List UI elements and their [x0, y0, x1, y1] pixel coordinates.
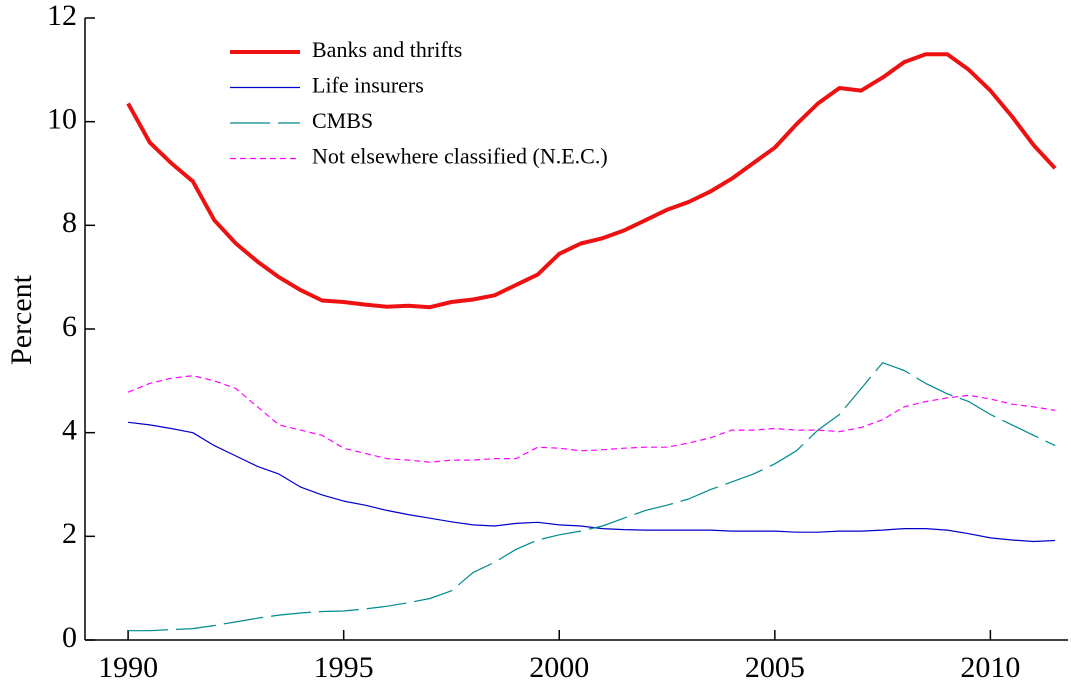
x-tick-label: 2010	[960, 651, 1020, 684]
y-axis-label: Percent	[5, 274, 38, 365]
x-tick-label: 2000	[529, 651, 589, 684]
legend-label: Banks and thrifts	[312, 37, 462, 62]
series-line	[127, 375, 1056, 463]
series-line	[126, 52, 1057, 310]
series-line	[128, 362, 1056, 632]
y-tick-label: 12	[47, 0, 77, 32]
y-tick-label: 2	[62, 517, 77, 550]
y-tick-label: 6	[62, 310, 77, 343]
series-line	[128, 421, 1056, 543]
y-tick-label: 8	[62, 206, 77, 239]
y-tick-label: 0	[62, 621, 77, 654]
x-tick-label: 2005	[745, 651, 805, 684]
x-tick-label: 1995	[314, 651, 374, 684]
x-tick-label: 1990	[98, 651, 158, 684]
y-tick-label: 4	[62, 414, 77, 447]
legend-label: CMBS	[312, 108, 373, 133]
legend-label: Life insurers	[312, 73, 424, 98]
y-tick-label: 10	[47, 103, 77, 136]
legend-label: Not elsewhere classified (N.E.C.)	[312, 144, 608, 169]
